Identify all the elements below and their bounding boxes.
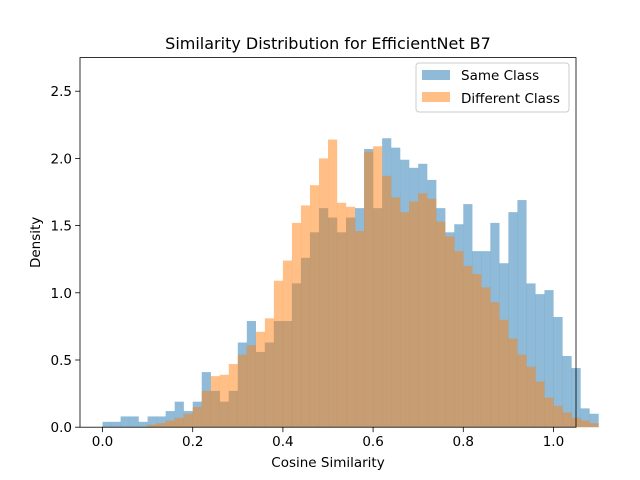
x-tick-label: 0.8 bbox=[453, 434, 474, 450]
bar-different-class bbox=[490, 302, 500, 428]
y-axis-label: Density bbox=[28, 217, 44, 268]
bar-different-class bbox=[445, 236, 455, 428]
bar-different-class bbox=[535, 381, 545, 428]
bar-different-class bbox=[526, 366, 536, 428]
bar-same-class bbox=[174, 401, 184, 428]
bar-same-class bbox=[589, 413, 599, 428]
bar-different-class bbox=[364, 151, 374, 428]
bar-same-class bbox=[138, 421, 148, 428]
bar-different-class bbox=[328, 139, 338, 428]
bar-different-class bbox=[264, 318, 275, 428]
bar-different-class bbox=[373, 146, 383, 428]
bar-different-class bbox=[355, 230, 365, 428]
legend-label-same-class: Same Class bbox=[461, 68, 539, 84]
legend-label-different-class: Different Class bbox=[461, 91, 560, 107]
bar-same-class bbox=[544, 290, 554, 428]
y-tick-label: 2.0 bbox=[51, 151, 72, 167]
bar-different-class bbox=[183, 413, 193, 428]
bar-different-class bbox=[237, 354, 247, 428]
bar-different-class bbox=[156, 423, 166, 428]
bar-same-class bbox=[580, 408, 590, 428]
y-tick-label: 1.0 bbox=[51, 286, 72, 302]
bar-different-class bbox=[346, 206, 356, 428]
y-tick-label: 0.5 bbox=[51, 353, 72, 369]
bar-different-class bbox=[273, 280, 284, 428]
legend-box bbox=[415, 62, 570, 113]
bar-same-class bbox=[535, 294, 545, 428]
bar-different-class bbox=[282, 260, 293, 428]
bar-same-class bbox=[562, 355, 572, 428]
bar-different-class bbox=[589, 423, 599, 428]
bar-different-class bbox=[418, 193, 428, 428]
bar-different-class bbox=[400, 212, 410, 428]
bar-different-class bbox=[580, 420, 590, 428]
bar-different-class bbox=[517, 354, 527, 428]
bar-different-class bbox=[300, 205, 311, 428]
y-tick-label: 0.0 bbox=[51, 420, 72, 436]
legend-swatch-same-class bbox=[422, 70, 450, 80]
bar-different-class bbox=[481, 287, 491, 428]
bar-different-class bbox=[499, 319, 509, 428]
x-tick-label: 0.2 bbox=[182, 434, 203, 450]
bar-same-class bbox=[553, 316, 563, 428]
bar-different-class bbox=[544, 397, 554, 428]
bar-different-class bbox=[174, 417, 184, 428]
bar-different-class bbox=[463, 265, 473, 428]
x-axis-label: Cosine Similarity bbox=[271, 455, 384, 471]
bar-different-class bbox=[553, 405, 563, 428]
bar-different-class bbox=[337, 202, 347, 428]
x-tick-label: 1.0 bbox=[543, 434, 564, 450]
legend: Same Class Different Class bbox=[415, 62, 570, 113]
bar-different-class bbox=[291, 222, 302, 428]
bar-different-class bbox=[219, 374, 229, 428]
bar-different-class bbox=[246, 345, 257, 428]
bar-different-class bbox=[436, 221, 446, 428]
bar-different-class bbox=[472, 273, 482, 428]
y-tick-label: 2.5 bbox=[51, 84, 72, 100]
bar-different-class bbox=[318, 158, 329, 428]
bar-same-class bbox=[147, 416, 157, 428]
bar-different-class bbox=[391, 197, 401, 428]
y-tick-label: 1.5 bbox=[51, 219, 72, 235]
bar-different-class bbox=[309, 185, 320, 428]
bar-different-class bbox=[454, 251, 464, 428]
chart-title: Similarity Distribution for EfficientNet… bbox=[165, 34, 491, 53]
bar-same-class bbox=[165, 411, 175, 428]
bar-different-class bbox=[409, 201, 419, 428]
bar-different-class bbox=[228, 364, 238, 428]
bar-different-class bbox=[165, 420, 175, 428]
x-axis: 0.0 0.2 0.4 0.6 0.8 1.0 bbox=[92, 427, 564, 450]
bar-same-class bbox=[508, 212, 518, 428]
bar-different-class bbox=[382, 175, 392, 428]
bar-different-class bbox=[562, 412, 572, 428]
bar-different-class bbox=[255, 331, 266, 428]
bar-different-class bbox=[210, 376, 220, 428]
bar-different-class bbox=[147, 424, 157, 428]
y-axis: 0.0 0.5 1.0 1.5 2.0 2.5 bbox=[51, 84, 80, 436]
bar-different-class bbox=[427, 198, 437, 428]
x-tick-label: 0.0 bbox=[92, 434, 113, 450]
bar-same-class bbox=[526, 283, 536, 428]
x-tick-label: 0.4 bbox=[272, 434, 293, 450]
bar-same-class bbox=[120, 416, 130, 428]
bar-same-class bbox=[517, 200, 527, 428]
bars-layer bbox=[102, 138, 599, 428]
bar-same-class bbox=[156, 416, 166, 428]
bar-same-class bbox=[102, 421, 112, 428]
plot-frame bbox=[79, 57, 577, 428]
bar-different-class bbox=[508, 338, 518, 428]
bar-same-class bbox=[129, 416, 139, 428]
bar-different-class bbox=[201, 390, 211, 428]
legend-swatch-different-class bbox=[422, 92, 450, 102]
bar-different-class bbox=[192, 407, 202, 428]
x-tick-label: 0.6 bbox=[362, 434, 383, 450]
bar-same-class bbox=[111, 421, 121, 428]
